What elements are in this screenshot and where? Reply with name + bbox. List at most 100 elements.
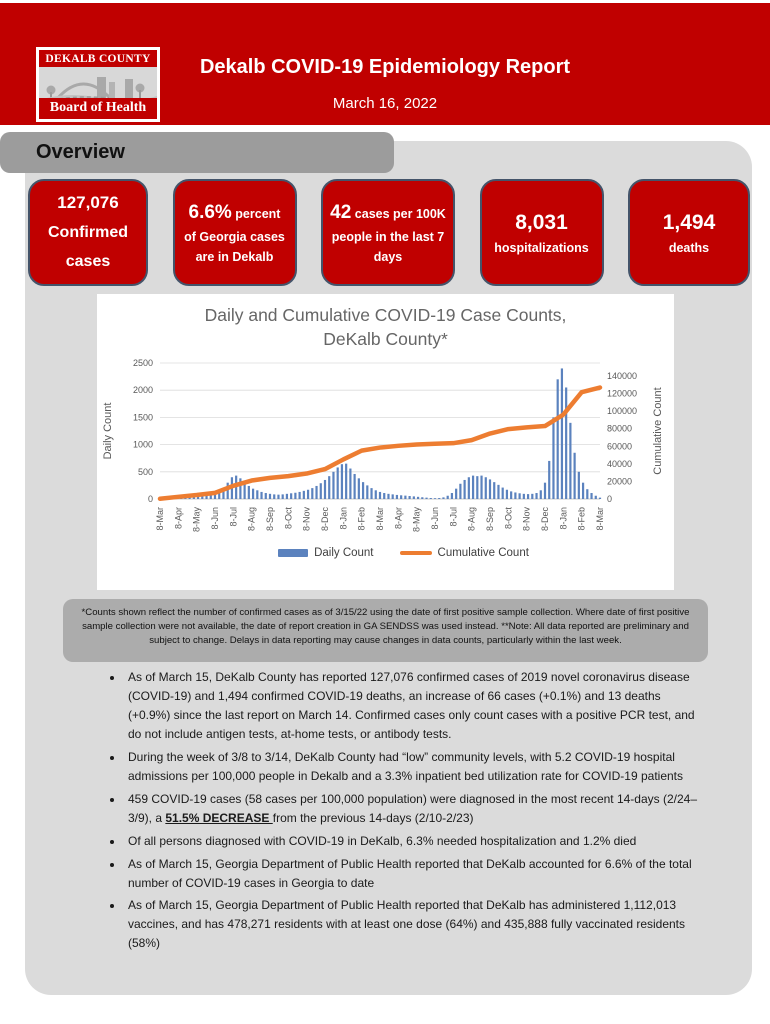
svg-text:8-Mar: 8-Mar xyxy=(595,507,605,531)
stat-card-value: 6.6% percent xyxy=(189,198,281,228)
legend-cumulative-label: Cumulative Count xyxy=(437,547,529,560)
legend-daily-label: Daily Count xyxy=(314,547,374,560)
stat-card-value: 42 cases per 100K xyxy=(330,198,446,228)
stat-card-label: deaths xyxy=(668,240,710,255)
chart-legend: Daily Count Cumulative Count xyxy=(133,547,674,559)
svg-text:8-Nov: 8-Nov xyxy=(302,507,312,532)
svg-text:80000: 80000 xyxy=(607,424,632,434)
stat-card-unit-text: cases per 100K xyxy=(351,206,446,221)
legend-item-daily: Daily Count xyxy=(278,547,374,560)
stat-card-unit-text: percent xyxy=(231,206,281,221)
svg-text:8-Apr: 8-Apr xyxy=(393,507,403,529)
svg-text:8-Jan: 8-Jan xyxy=(558,507,568,530)
logo-top-text: DEKALB COUNTY xyxy=(39,50,157,67)
svg-text:1500: 1500 xyxy=(133,413,153,423)
stat-card: 6.6% percent of Georgia cases are in Dekal… xyxy=(172,179,297,286)
svg-text:8-Oct: 8-Oct xyxy=(503,507,513,530)
bullet-text-segment: 51.5% DECREASE xyxy=(165,810,273,825)
stat-card-value: 1,494 xyxy=(663,207,716,239)
bullet-item: 459 COVID-19 cases (58 cases per 100,000… xyxy=(124,790,702,828)
svg-text:2000: 2000 xyxy=(133,385,153,395)
cumulative-count-axis-label: Cumulative Count xyxy=(652,388,664,475)
svg-text:8-Oct: 8-Oct xyxy=(283,507,293,530)
svg-text:8-Mar: 8-Mar xyxy=(375,507,385,531)
chart-title-line1: Daily and Cumulative COVID-19 Case Count… xyxy=(204,305,567,325)
footnote-box: *Counts shown reflect the number of conf… xyxy=(63,599,708,662)
stat-card-label: of Georgia cases xyxy=(184,230,285,245)
svg-text:120000: 120000 xyxy=(607,389,637,399)
bullet-text-segment: During the week of 3/8 to 3/14, DeKalb C… xyxy=(128,749,684,783)
svg-text:40000: 40000 xyxy=(607,459,632,469)
stat-card: 42 cases per 100K people in the last 7 day… xyxy=(321,179,455,286)
svg-text:8-Feb: 8-Feb xyxy=(357,507,367,531)
cumulative-count-swatch-icon xyxy=(399,551,432,556)
stat-card-label: Confirmed xyxy=(48,224,128,241)
bullet-item: As of March 15, Georgia Department of Pu… xyxy=(124,855,702,893)
svg-text:8-Feb: 8-Feb xyxy=(577,507,587,531)
stat-card-label: people in the last 7 xyxy=(331,230,445,245)
bullet-list: As of March 15, DeKalb County has report… xyxy=(98,668,702,953)
chart-title: Daily and Cumulative COVID-19 Case Count… xyxy=(97,294,674,351)
stat-card-value: 8,031 xyxy=(515,207,568,239)
svg-text:8-Nov: 8-Nov xyxy=(522,507,532,532)
stat-card-label: cases xyxy=(65,252,111,270)
bullet-item: As of March 15, Georgia Department of Pu… xyxy=(124,896,702,953)
svg-text:60000: 60000 xyxy=(607,442,632,452)
overview-tab: Overview xyxy=(0,132,394,173)
svg-text:0: 0 xyxy=(148,494,153,504)
logo-bottom-text: Board of Health xyxy=(39,98,157,119)
logo-skyline-image xyxy=(39,67,157,98)
svg-text:8-Mar: 8-Mar xyxy=(155,507,165,531)
svg-text:8-May: 8-May xyxy=(412,507,422,533)
stat-card-big-number: 6.6% xyxy=(188,201,232,223)
bullet-item: During the week of 3/8 to 3/14, DeKalb C… xyxy=(124,748,702,786)
bullet-item: Of all persons diagnosed with COVID-19 i… xyxy=(124,832,702,851)
daily-count-swatch-icon xyxy=(278,549,309,558)
svg-text:8-Sep: 8-Sep xyxy=(485,507,495,531)
stat-card-big-number: 8,031 xyxy=(515,211,568,235)
stat-card-value: 127,076 xyxy=(57,188,118,219)
svg-text:8-Aug: 8-Aug xyxy=(467,507,477,531)
svg-text:8-Sep: 8-Sep xyxy=(265,507,275,531)
legend-item-cumulative: Cumulative Count xyxy=(399,547,529,560)
footnote-text: *Counts shown reflect the number of conf… xyxy=(81,607,690,646)
stat-card: 127,076 Confirmed cases xyxy=(28,179,148,286)
svg-text:100000: 100000 xyxy=(607,406,637,416)
bullet-text-segment: Of all persons diagnosed with COVID-19 i… xyxy=(128,833,637,848)
daily-count-axis-label: Daily Count xyxy=(102,403,114,460)
stat-card-big-number: 42 xyxy=(330,201,352,223)
stat-card-label: are in Dekalb xyxy=(195,249,274,264)
svg-text:20000: 20000 xyxy=(607,477,632,487)
case-counts-chart: 0 500 1000 1500 2000 2500 0 20000 40000 60000 8000… xyxy=(102,358,664,533)
report-title: Dekalb COVID-19 Epidemiology Report xyxy=(199,56,571,78)
bullet-text-segment: 459 COVID-19 cases (58 cases per 100,000… xyxy=(128,791,698,825)
bullet-text-segment: from the previous 14-days (2/10-2/23) xyxy=(272,810,474,825)
org-logo: DEKALB COUNTY Board of Health xyxy=(36,47,160,122)
svg-text:8-May: 8-May xyxy=(192,507,202,533)
stat-card-label: days xyxy=(373,249,403,264)
stat-card-label: hospitalizations xyxy=(494,240,589,255)
svg-text:8-Jul: 8-Jul xyxy=(448,507,458,527)
svg-text:2500: 2500 xyxy=(133,358,153,368)
svg-text:8-Apr: 8-Apr xyxy=(173,507,183,529)
svg-text:500: 500 xyxy=(138,467,153,477)
svg-text:8-Jun: 8-Jun xyxy=(430,507,440,530)
svg-text:0: 0 xyxy=(607,494,612,504)
stat-card: 8,031 hospitalizations xyxy=(479,179,604,286)
summary-bullets: As of March 15, DeKalb County has report… xyxy=(98,668,702,957)
svg-text:8-Dec: 8-Dec xyxy=(540,507,550,532)
svg-text:8-Aug: 8-Aug xyxy=(247,507,257,531)
bullet-text-segment: As of March 15, Georgia Department of Pu… xyxy=(128,898,686,951)
svg-text:8-Jan: 8-Jan xyxy=(338,507,348,530)
stat-card-big-number: 127,076 xyxy=(57,193,119,213)
svg-text:8-Jun: 8-Jun xyxy=(210,507,220,530)
stat-card-big-number: 1,494 xyxy=(662,211,716,235)
bullet-text-segment: As of March 15, Georgia Department of Pu… xyxy=(128,856,692,890)
svg-text:8-Dec: 8-Dec xyxy=(320,507,330,532)
svg-text:8-Jul: 8-Jul xyxy=(228,507,238,527)
chart-title-line2: DeKalb County* xyxy=(323,328,448,349)
stat-cards-row: 127,076 Confirmed cases 6.6% percent of Geor… xyxy=(28,179,750,286)
svg-text:1000: 1000 xyxy=(133,440,153,450)
report-date: March 16, 2022 xyxy=(332,95,438,112)
